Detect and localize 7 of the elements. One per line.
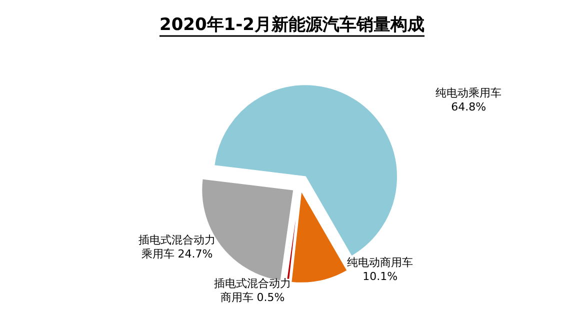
slice-label: 插电式混合动力商用车 0.5% xyxy=(214,276,292,304)
slice-label: 纯电动乘用车 xyxy=(436,86,502,100)
slice-label: 插电式混合动力乘用车 24.7% xyxy=(138,234,216,261)
chart-title: 2020年1-2月新能源汽车销量构成 xyxy=(159,15,425,35)
data-label: 64.8% xyxy=(451,100,486,114)
slice-label: 纯电动商用车 xyxy=(347,256,414,269)
data-label: 10.1% xyxy=(362,270,398,283)
